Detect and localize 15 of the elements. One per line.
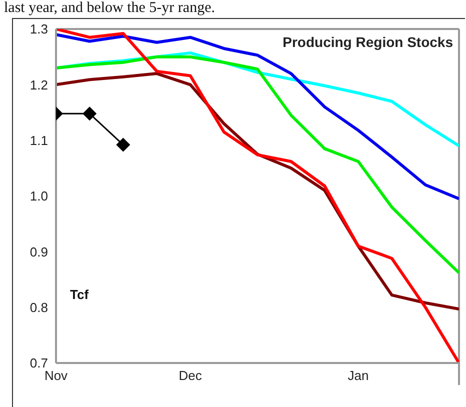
y-tick-label: 1.2 bbox=[30, 77, 48, 92]
text: last year, and below the 5-yr range. bbox=[4, 0, 215, 16]
y-tick-label: 0.7 bbox=[30, 356, 48, 371]
y-tick-label: 1.1 bbox=[30, 132, 48, 148]
x-tick-label: Nov bbox=[44, 368, 68, 384]
line-series bbox=[56, 55, 459, 274]
y-tick-label: 1.3 bbox=[30, 22, 48, 37]
x-tick-label: Dec bbox=[178, 368, 202, 384]
chart-title: Producing Region Stocks bbox=[282, 34, 454, 50]
x-tick-label: Jan bbox=[348, 368, 369, 384]
line-series bbox=[56, 33, 459, 200]
y-tick-label: 0.8 bbox=[30, 300, 48, 315]
y-axis-title: Tcf bbox=[70, 287, 90, 302]
y-tick-label: 0.9 bbox=[30, 244, 48, 260]
y-tick-label: 1.0 bbox=[30, 188, 48, 204]
